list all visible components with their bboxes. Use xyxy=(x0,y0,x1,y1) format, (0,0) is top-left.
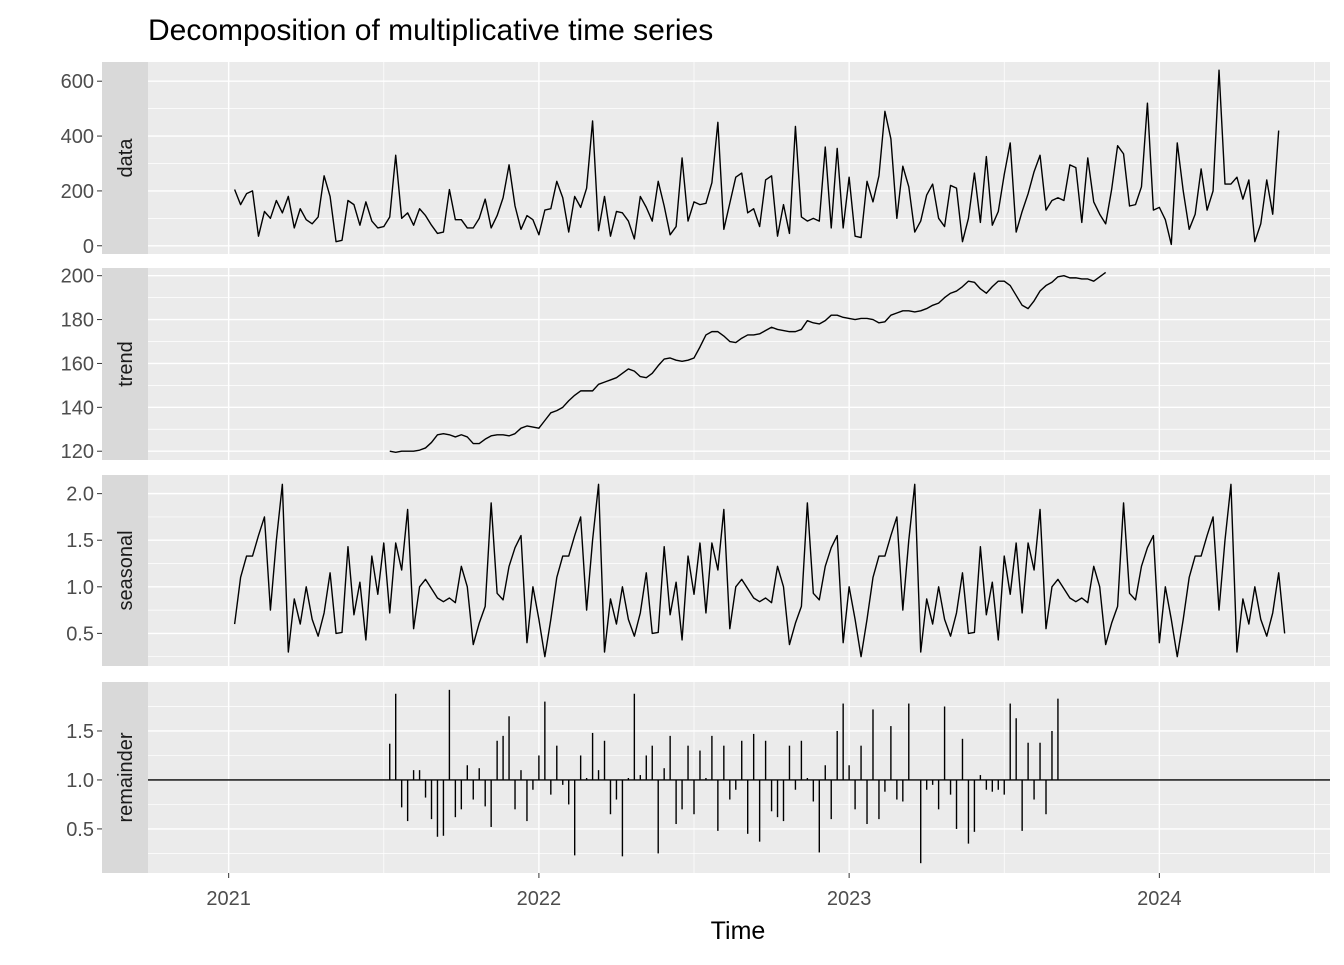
y-tick-label: 600 xyxy=(61,71,94,93)
y-tick-label: 200 xyxy=(61,266,94,288)
chart-title: Decomposition of multiplicative time ser… xyxy=(148,14,713,47)
y-tick-label: 0.5 xyxy=(66,819,94,841)
y-tick-label: 0.5 xyxy=(66,623,94,645)
strip-label-trend: trend xyxy=(115,341,137,387)
panel-background-remainder xyxy=(148,682,1330,873)
x-tick-label: 2021 xyxy=(206,888,251,910)
panel-trend: 120 140 160 180 200 trend xyxy=(61,266,1330,463)
y-tick-label: 1.0 xyxy=(66,770,94,792)
x-axis-title: Time xyxy=(711,917,766,945)
y-tick-label: 1.0 xyxy=(66,577,94,599)
series-line-data xyxy=(233,69,1280,246)
panel-background-data xyxy=(148,62,1330,254)
y-tick-label: 180 xyxy=(61,310,94,332)
y-tick-label: 400 xyxy=(61,126,94,148)
y-tick-label: 140 xyxy=(61,397,94,419)
y-tick-label: 1.5 xyxy=(66,530,94,552)
strip-remainder xyxy=(102,682,148,873)
strip-label-data: data xyxy=(115,138,137,178)
strip-data xyxy=(102,62,148,254)
strip-seasonal xyxy=(102,475,148,666)
panel-seasonal: 0.5 1.0 1.5 2.0 seasonal xyxy=(66,475,1330,666)
panel-background-seasonal xyxy=(148,475,1330,666)
series-line-trend xyxy=(389,271,1107,454)
y-tick-label: 200 xyxy=(61,181,94,203)
strip-label-remainder: remainder xyxy=(115,732,137,822)
x-axis: 2021 2022 2023 2024 xyxy=(206,873,1182,910)
x-tick-label: 2023 xyxy=(827,888,872,910)
panel-data: 0 200 400 600 data xyxy=(61,62,1330,258)
y-tick-label: 160 xyxy=(61,353,94,375)
x-tick-label: 2024 xyxy=(1137,888,1182,910)
series-line-seasonal xyxy=(233,483,1286,658)
y-tick-label: 2.0 xyxy=(66,484,94,506)
strip-label-seasonal: seasonal xyxy=(115,530,137,610)
strip-trend xyxy=(102,268,148,460)
y-tick-label: 120 xyxy=(61,441,94,463)
y-tick-label: 0 xyxy=(83,236,94,258)
x-tick-label: 2022 xyxy=(517,888,562,910)
panel-remainder: 0.5 1.0 1.5 remainder xyxy=(66,682,1330,873)
panels-layer: 0 200 400 600 data 120 140 160 180 200 trend 0.5 1.0… xyxy=(61,62,1330,873)
y-tick-label: 1.5 xyxy=(66,721,94,743)
